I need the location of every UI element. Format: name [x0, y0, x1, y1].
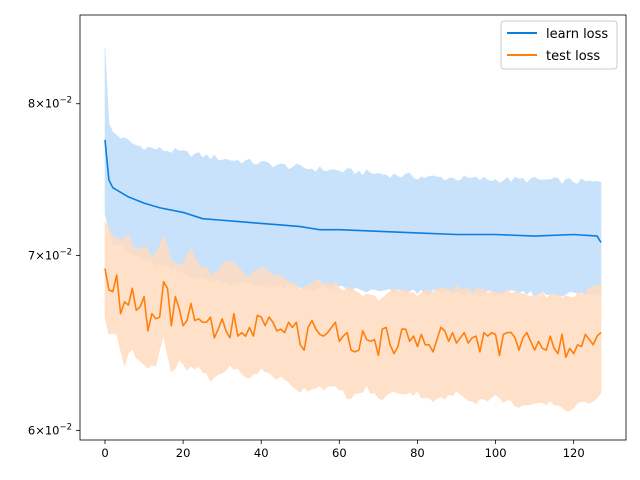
x-tick-label: 0 — [101, 446, 108, 460]
x-tick-label: 60 — [332, 446, 347, 460]
legend-label-learn-loss: learn loss — [546, 27, 608, 42]
legend: learn loss test loss — [500, 20, 618, 70]
x-tick-label: 80 — [410, 446, 425, 460]
x-tick-label: 40 — [254, 446, 269, 460]
x-tick-label: 120 — [563, 446, 585, 460]
learn-loss-line — [104, 139, 602, 243]
y-tick-label: 7×10−2 — [28, 247, 72, 262]
test-loss-line — [104, 268, 602, 358]
y-tick-label: 8×10−2 — [28, 96, 72, 111]
series-lines — [104, 139, 602, 358]
y-tick-label: 6×10−2 — [28, 422, 72, 437]
x-tick-label: 100 — [485, 446, 507, 460]
legend-label-test-loss: test loss — [546, 49, 600, 64]
test-loss-band — [104, 220, 602, 412]
axes-frame — [79, 14, 627, 441]
x-axis-ticks: 0 20 40 60 80 100 120 — [101, 440, 585, 460]
x-tick-label: 20 — [176, 446, 191, 460]
y-axis-ticks: 6×10−2 7×10−2 8×10−2 — [28, 96, 80, 437]
